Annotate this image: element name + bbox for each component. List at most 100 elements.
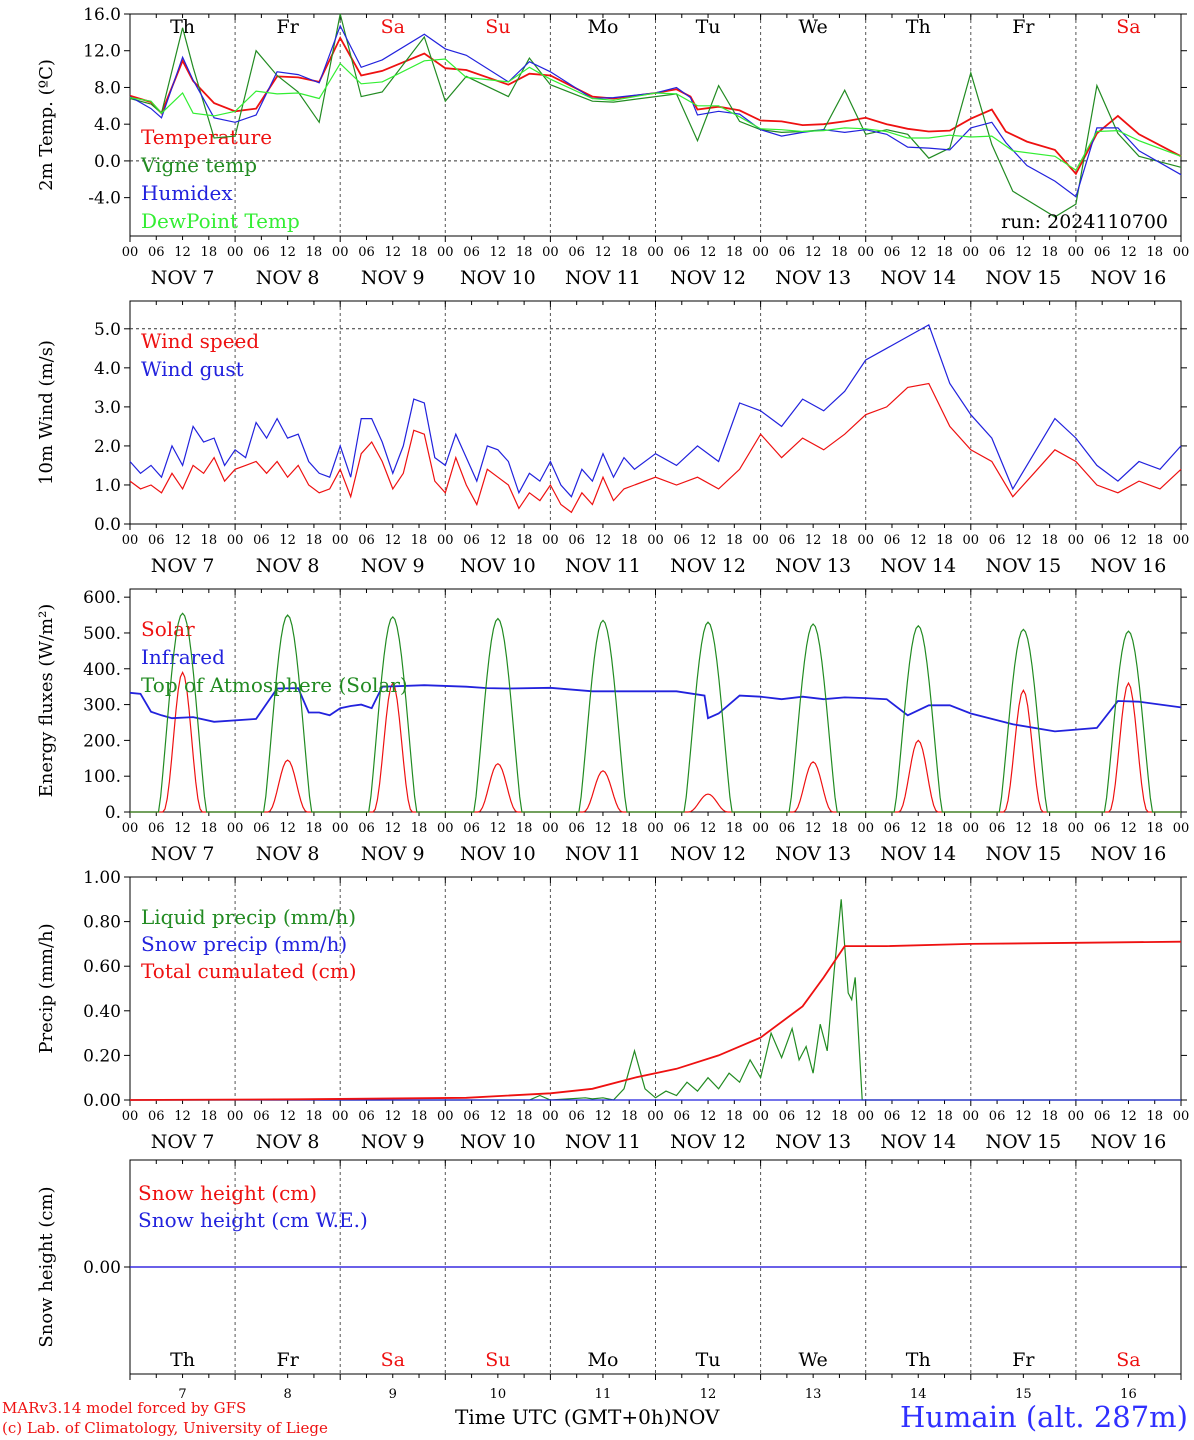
hour-label: 06	[779, 1109, 796, 1124]
date-label: NOV 8	[256, 843, 320, 865]
y-tick-label: 4.0	[94, 359, 121, 379]
y-axis-title: Energy fluxes (W/m²)	[36, 604, 57, 798]
date-label: NOV 14	[880, 555, 956, 577]
date-label: NOV 15	[985, 267, 1061, 289]
weekday-label: Sa	[1116, 1349, 1140, 1371]
hour-label: 12	[490, 821, 507, 836]
hour-label: 18	[831, 245, 848, 260]
hour-label: 12	[1120, 533, 1137, 548]
hour-label: 18	[621, 1109, 638, 1124]
hour-label: 06	[358, 1109, 375, 1124]
hour-label: 00	[1173, 821, 1190, 836]
legend-entry: Total cumulated (cm)	[141, 959, 357, 983]
hour-label: 06	[148, 1109, 165, 1124]
hour-label: 12	[1120, 245, 1137, 260]
legend-entry: Top of Atmosphere (Solar)	[141, 673, 408, 697]
hour-label: 00	[647, 533, 664, 548]
hour-label: 18	[936, 533, 953, 548]
series-line	[130, 612, 1181, 813]
hour-label: 00	[857, 533, 874, 548]
hour-label: 18	[516, 821, 533, 836]
hour-label: 00	[437, 1109, 454, 1124]
hour-label: 12	[174, 533, 191, 548]
hour-label: 12	[174, 821, 191, 836]
hour-label: 00	[752, 1109, 769, 1124]
weekday-label: Th	[906, 16, 931, 38]
hour-label: 00	[1173, 245, 1190, 260]
run-annotation: run: 2024110700	[1001, 211, 1168, 233]
date-label: NOV 16	[1091, 843, 1167, 865]
date-label: NOV 12	[670, 267, 746, 289]
hour-label: 12	[595, 821, 612, 836]
hour-label: 00	[647, 1109, 664, 1124]
hour-label: 06	[884, 245, 901, 260]
y-tick-label: 12.0	[83, 42, 121, 62]
hour-label: 12	[805, 821, 822, 836]
hour-label: 06	[568, 821, 585, 836]
legend-entry: Wind gust	[141, 357, 244, 381]
date-label: NOV 10	[460, 267, 536, 289]
hour-label: 12	[595, 245, 612, 260]
hour-label: 00	[752, 245, 769, 260]
date-label: NOV 11	[565, 555, 641, 577]
time-axis-label: Time UTC (GMT+0h)	[455, 1405, 672, 1429]
hour-label: 18	[516, 245, 533, 260]
day-number: 14	[910, 1387, 927, 1402]
hour-label: 06	[358, 533, 375, 548]
hour-label: 00	[122, 533, 139, 548]
legend-entry: Infrared	[141, 645, 225, 669]
day-number: 12	[700, 1387, 717, 1402]
y-tick-label: 0.80	[83, 913, 121, 933]
hour-label: 12	[279, 245, 296, 260]
series-line	[130, 899, 1181, 1101]
legend-entry: Snow precip (mm/h)	[141, 932, 347, 956]
hour-label: 00	[542, 533, 559, 548]
hour-label: 12	[490, 245, 507, 260]
hour-label: 18	[1146, 821, 1163, 836]
hour-label: 12	[384, 533, 401, 548]
hour-label: 18	[306, 821, 323, 836]
hour-label: 18	[621, 821, 638, 836]
weekday-label: Sa	[381, 16, 405, 38]
date-label: NOV 15	[985, 843, 1061, 865]
hour-label: 18	[1041, 1109, 1058, 1124]
hour-label: 12	[279, 821, 296, 836]
date-label: NOV 8	[256, 555, 320, 577]
hour-label: 12	[700, 533, 717, 548]
hour-label: 00	[963, 245, 980, 260]
date-label: NOV 11	[565, 267, 641, 289]
date-label: NOV 13	[775, 843, 851, 865]
weekday-label: Fr	[277, 16, 300, 38]
hour-label: 00	[647, 821, 664, 836]
hour-label: 18	[201, 245, 218, 260]
hour-label: 06	[358, 245, 375, 260]
y-tick-label: 0.	[105, 803, 121, 823]
series-line	[129, 324, 1182, 498]
weekday-label: Sa	[381, 1349, 405, 1371]
hour-label: 18	[936, 821, 953, 836]
lab-credit: (c) Lab. of Climatology, University of L…	[2, 1419, 328, 1437]
y-tick-label: 0.00	[83, 1258, 121, 1278]
hour-label: 12	[700, 1109, 717, 1124]
hour-label: 12	[174, 1109, 191, 1124]
legend-entry: Snow height (cm)	[138, 1181, 317, 1205]
hour-label: 12	[1015, 1109, 1032, 1124]
hour-label: 00	[1173, 533, 1190, 548]
hour-label: 18	[1041, 821, 1058, 836]
hour-label: 12	[595, 533, 612, 548]
date-label: NOV 14	[880, 1131, 956, 1153]
hour-label: 12	[910, 1109, 927, 1124]
date-label: NOV 14	[880, 267, 956, 289]
hour-label: 00	[1173, 1109, 1190, 1124]
day-number: 10	[490, 1387, 507, 1402]
y-tick-label: 4.0	[94, 115, 121, 135]
hour-label: 06	[884, 1109, 901, 1124]
hour-label: 00	[647, 245, 664, 260]
hour-label: 12	[384, 245, 401, 260]
hour-label: 06	[779, 821, 796, 836]
hour-label: 18	[726, 533, 743, 548]
date-label: NOV 10	[460, 555, 536, 577]
hour-label: 00	[332, 821, 349, 836]
y-tick-label: 5.0	[94, 320, 121, 340]
